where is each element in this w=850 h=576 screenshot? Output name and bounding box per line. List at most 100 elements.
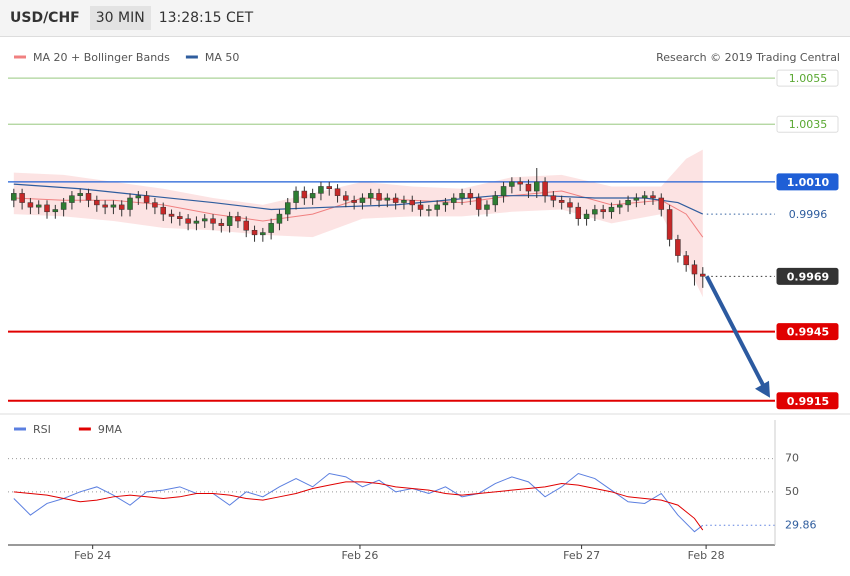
candle-body bbox=[509, 181, 515, 187]
candle-body bbox=[243, 220, 249, 231]
candle-body bbox=[542, 181, 548, 196]
candle-body bbox=[260, 232, 266, 236]
candle-body bbox=[592, 209, 598, 215]
candle-body bbox=[60, 202, 67, 210]
candle-body bbox=[85, 193, 92, 201]
level-label: 1.0055 bbox=[789, 72, 828, 85]
candle-body bbox=[683, 255, 689, 266]
candle-body bbox=[658, 197, 665, 210]
candle-body bbox=[608, 206, 615, 213]
level-badge bbox=[776, 173, 839, 191]
candle-body bbox=[401, 200, 407, 203]
level-badge bbox=[776, 115, 839, 133]
candle-body bbox=[235, 216, 241, 222]
level-badge bbox=[776, 267, 839, 285]
candle-body bbox=[110, 204, 117, 208]
level-label: 1.0035 bbox=[789, 118, 828, 131]
candle-body bbox=[135, 195, 142, 199]
forecast-arrow bbox=[705, 275, 767, 390]
candle-body bbox=[118, 204, 125, 210]
candle-body bbox=[334, 188, 341, 196]
x-tick-label: Feb 26 bbox=[341, 549, 378, 562]
candle-body bbox=[617, 204, 623, 208]
y-tick-label: 50 bbox=[785, 485, 799, 498]
candle-body bbox=[94, 200, 100, 206]
candle-body bbox=[11, 193, 17, 201]
candle-body bbox=[44, 204, 50, 213]
legend-label: MA 20 + Bollinger Bands bbox=[33, 51, 170, 64]
candle-body bbox=[251, 229, 258, 236]
candle-body bbox=[301, 190, 308, 199]
candle-body bbox=[160, 206, 166, 215]
candle-body bbox=[459, 193, 465, 199]
level-badge bbox=[776, 323, 839, 341]
header: USD/CHF 30 MIN 13:28:15 CET bbox=[0, 0, 850, 37]
bollinger-band bbox=[13, 149, 703, 298]
candle-body bbox=[52, 209, 59, 213]
legend-label: 9MA bbox=[98, 423, 122, 436]
candle-body bbox=[69, 195, 75, 203]
candle-body bbox=[210, 218, 216, 224]
candle-body bbox=[185, 218, 191, 224]
candle-body bbox=[575, 206, 582, 219]
candle-body bbox=[177, 216, 183, 219]
candle-body bbox=[27, 202, 34, 208]
candle-body bbox=[517, 181, 523, 185]
candle-body bbox=[201, 218, 208, 222]
x-tick-label: Feb 28 bbox=[688, 549, 725, 562]
candle-body bbox=[650, 195, 656, 199]
candle-body bbox=[293, 190, 299, 203]
candle-body bbox=[475, 197, 482, 210]
time: 13:28:15 CET bbox=[158, 10, 254, 26]
candle-body bbox=[567, 202, 573, 208]
candle-body bbox=[218, 223, 225, 226]
candle-body bbox=[550, 195, 557, 201]
legend-label: RSI bbox=[33, 423, 51, 436]
candle-body bbox=[534, 181, 540, 192]
candle-body bbox=[127, 197, 133, 210]
candle-body bbox=[426, 209, 432, 211]
candle-body bbox=[500, 186, 507, 196]
candle-body bbox=[700, 273, 706, 277]
series-line bbox=[13, 481, 704, 531]
x-tick-label: Feb 27 bbox=[563, 549, 600, 562]
candle-body bbox=[268, 223, 274, 233]
candle-body bbox=[226, 216, 233, 226]
candle-body bbox=[367, 193, 374, 199]
candle-body bbox=[343, 195, 349, 201]
candle-body bbox=[168, 213, 175, 217]
level-label: 0.9969 bbox=[787, 270, 829, 283]
candle-body bbox=[35, 204, 42, 208]
candle-body bbox=[525, 183, 532, 192]
candle-body bbox=[152, 202, 158, 208]
candle-body bbox=[376, 193, 382, 201]
candle-body bbox=[600, 209, 606, 213]
candle-body bbox=[417, 204, 424, 210]
level-label: 0.9996 bbox=[789, 208, 828, 221]
candle-body bbox=[284, 202, 291, 215]
candle-body bbox=[143, 195, 150, 203]
candle-body bbox=[359, 197, 366, 203]
candle-body bbox=[409, 200, 416, 206]
interval[interactable]: 30 MIN bbox=[89, 6, 151, 30]
y-tick-label: 70 bbox=[785, 452, 799, 465]
level-label: 0.9915 bbox=[787, 395, 829, 408]
last-value-label: 29.86 bbox=[785, 518, 817, 531]
credit: Research © 2019 Trading Central bbox=[656, 51, 840, 64]
candle-body bbox=[666, 209, 673, 240]
level-badge bbox=[776, 392, 839, 410]
candle-body bbox=[326, 186, 332, 190]
legend-label: MA 50 bbox=[205, 51, 240, 64]
level-label: 0.9945 bbox=[787, 326, 829, 339]
candle-body bbox=[384, 197, 391, 201]
candle-body bbox=[675, 239, 681, 256]
series-line bbox=[13, 472, 704, 533]
candle-body bbox=[434, 204, 440, 210]
candle-body bbox=[392, 197, 399, 203]
forecast-arrowhead bbox=[755, 380, 770, 398]
candle-body bbox=[451, 197, 457, 203]
candle-body bbox=[633, 197, 640, 201]
candle-body bbox=[309, 193, 316, 199]
